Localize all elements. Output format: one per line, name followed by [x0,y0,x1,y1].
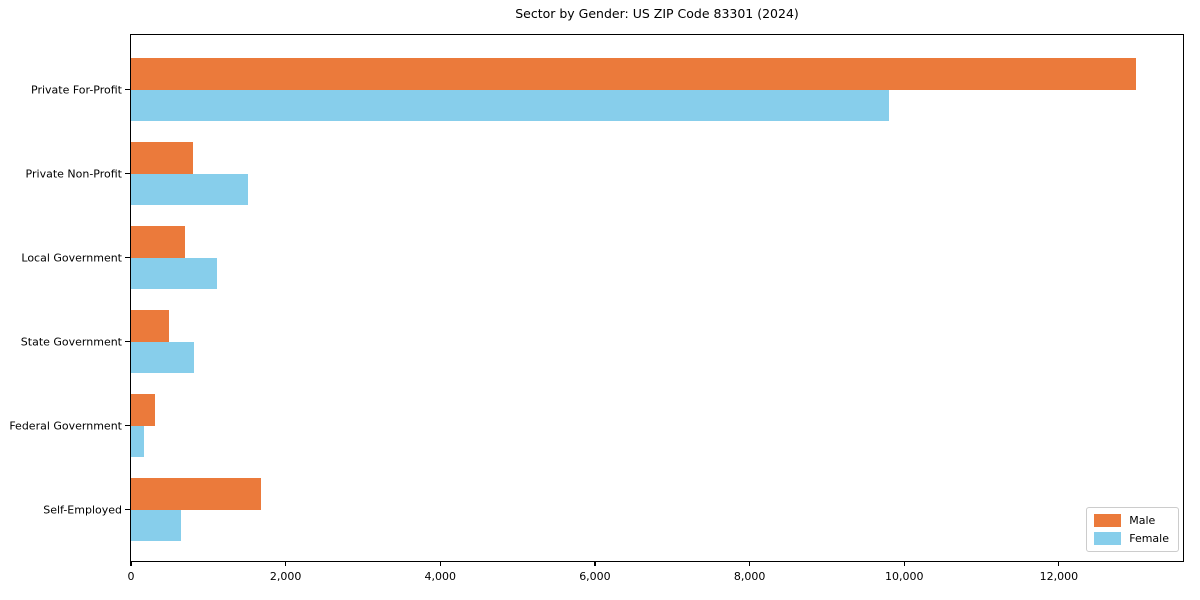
x-axis-tick-mark [594,561,596,566]
bar-female-self-employed [131,509,182,541]
bar-male-federal-government [131,394,155,426]
y-axis-label-private-non-profit: Private Non-Profit [25,167,122,180]
x-axis-tick-label-4000: 4,000 [424,570,457,583]
chart-title: Sector by Gender: US ZIP Code 83301 (202… [515,6,799,21]
x-axis-tick-label-2000: 2,000 [269,570,302,583]
bar-female-federal-government [131,425,145,457]
x-axis-tick-label-12000: 12,000 [1039,570,1079,583]
y-axis-tick-mark [125,340,130,343]
y-axis-label-state-government: State Government [20,335,122,348]
legend-entry-female: Female [1094,532,1169,545]
bar-female-private-for-profit [131,89,889,121]
y-axis-label-local-government: Local Government [21,251,122,264]
bar-female-private-non-profit [131,173,248,205]
bar-female-state-government [131,341,195,373]
x-axis-tick-mark [903,561,905,566]
y-axis-tick-mark [125,256,130,259]
x-axis-tick-mark [748,561,751,566]
x-axis-tick-mark [439,561,441,566]
x-axis-tick-mark [1058,561,1060,566]
y-axis-tick-mark [125,508,130,511]
bar-female-local-government [131,257,217,289]
bar-male-private-for-profit [131,58,1137,90]
x-axis-tick-label-8000: 8,000 [733,570,766,583]
x-axis-tick-mark [285,561,287,566]
plot-area: Private For-Profit Private Non-Profit Loca… [9,34,1184,583]
legend: Male Female [1086,507,1179,552]
bar-male-local-government [131,226,186,258]
legend-swatch-male [1094,514,1122,527]
bar-male-self-employed [131,478,261,510]
legend-swatch-female [1094,532,1122,545]
x-axis-tick-mark [130,561,132,566]
legend-label-female: Female [1129,532,1169,545]
y-axis-tick-mark [125,172,130,175]
legend-entry-male: Male [1094,514,1169,527]
y-axis-label-federal-government: Federal Government [9,419,122,432]
bar-male-private-non-profit [131,142,193,174]
y-axis-tick-mark [125,88,130,91]
y-axis-label-self-employed: Self-Employed [43,503,122,516]
y-axis-label-private-for-profit: Private For-Profit [31,83,122,96]
bar-male-state-government [131,310,169,342]
x-axis-tick-label-10000: 10,000 [884,570,924,583]
x-axis-tick-label-0: 0 [127,570,135,583]
x-axis-tick-label-6000: 6,000 [579,570,611,583]
legend-label-male: Male [1129,514,1156,527]
y-axis-tick-mark [125,424,130,427]
